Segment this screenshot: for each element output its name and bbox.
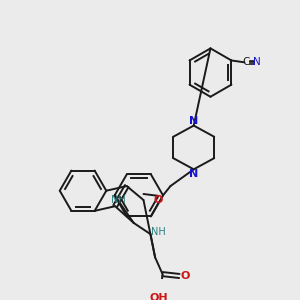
Text: N: N <box>189 169 198 179</box>
Text: N: N <box>253 57 260 67</box>
Text: N: N <box>189 116 198 126</box>
Text: NH: NH <box>110 195 125 205</box>
Text: O: O <box>154 195 163 205</box>
Text: O: O <box>180 271 190 281</box>
Text: NH: NH <box>151 227 165 237</box>
Text: OH: OH <box>149 293 168 300</box>
Text: C: C <box>243 57 250 67</box>
